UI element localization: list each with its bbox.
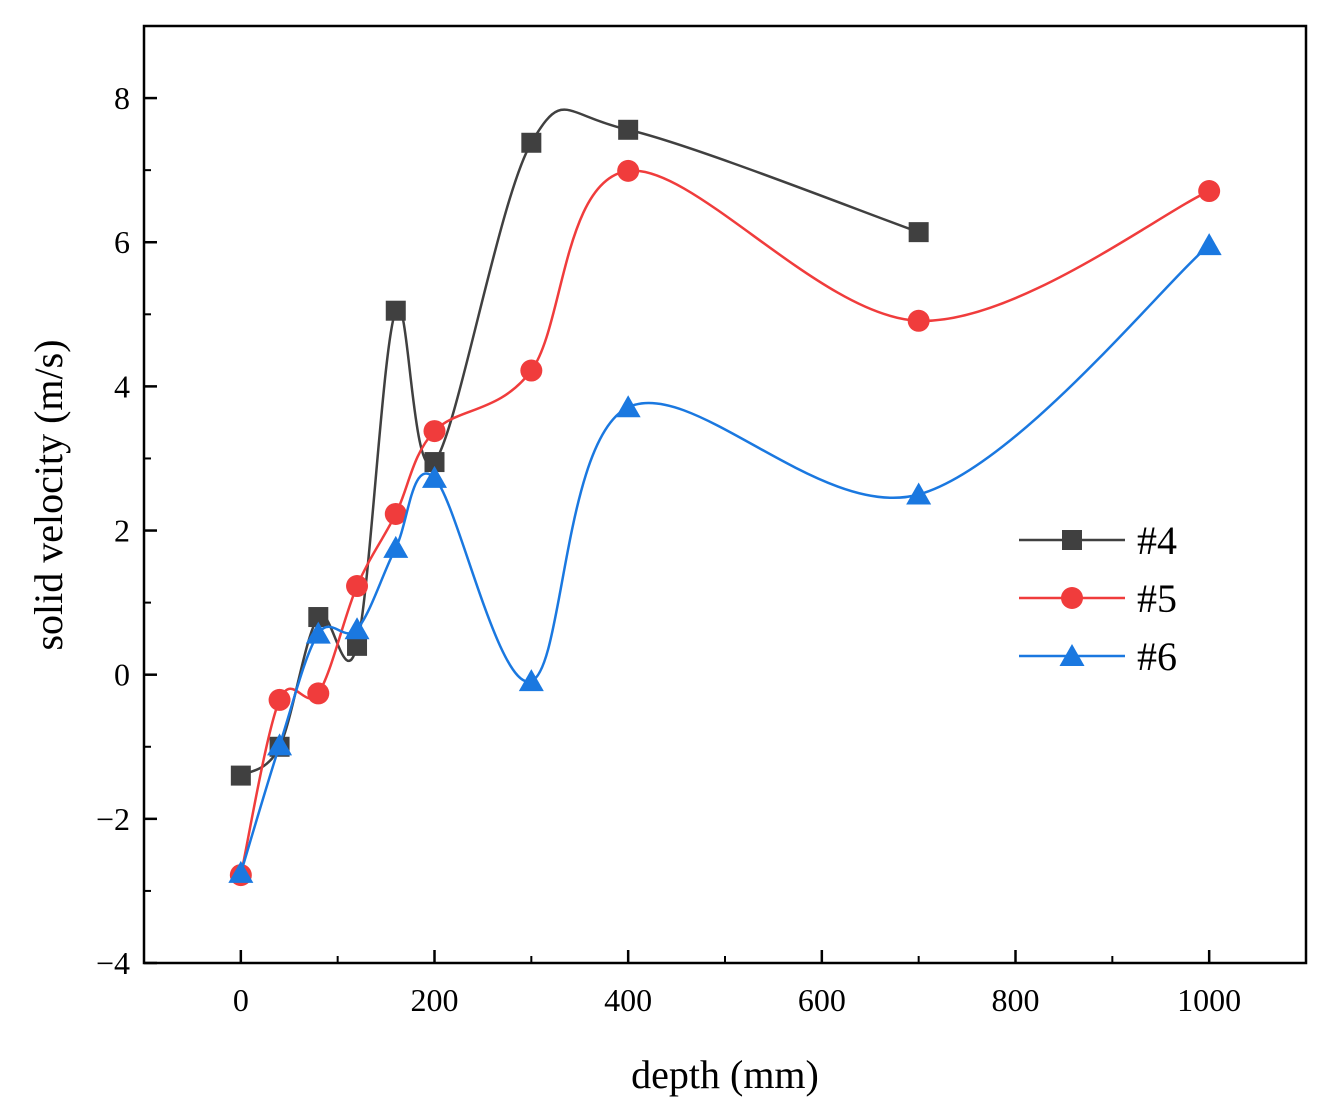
- x-tick-label: 800: [992, 982, 1040, 1018]
- y-tick-label: 4: [114, 368, 130, 404]
- data-point: [347, 635, 368, 656]
- y-tick-label: 8: [114, 80, 130, 116]
- y-tick-label: 2: [114, 513, 130, 549]
- y-tick-label: −2: [96, 801, 130, 837]
- data-point: [1198, 180, 1221, 203]
- legend-label: #4: [1137, 518, 1177, 563]
- series-lines: [228, 108, 1222, 887]
- series-line: [239, 169, 1210, 876]
- data-point: [384, 502, 407, 525]
- data-point: [618, 119, 639, 140]
- data-point: [228, 860, 254, 883]
- data-point: [518, 669, 544, 692]
- data-point: [268, 688, 291, 711]
- data-point: [1196, 233, 1222, 256]
- x-tick-label: 0: [233, 982, 249, 1018]
- data-point: [424, 452, 445, 473]
- data-point: [906, 482, 932, 505]
- data-point: [307, 682, 330, 705]
- legend-label: #6: [1137, 634, 1177, 679]
- legend-item: #6: [1019, 634, 1177, 679]
- plot-frame: [142, 24, 1308, 965]
- series-1: [230, 108, 929, 786]
- axis-ticks: 0 200 400 600 800 1000 −4 −2 0 2 4 6 8: [96, 25, 1307, 1018]
- data-point: [423, 420, 446, 443]
- data-point: [907, 309, 930, 332]
- data-point: [615, 395, 641, 418]
- y-tick-label: 0: [114, 657, 130, 693]
- data-point: [383, 535, 409, 558]
- x-tick-label: 1000: [1177, 982, 1241, 1018]
- data-point: [230, 765, 251, 786]
- series-line: [240, 108, 920, 777]
- legend-marker: [1061, 587, 1083, 609]
- x-axis-title: depth (mm): [631, 1052, 819, 1097]
- data-point: [908, 222, 929, 243]
- y-tick-label: 6: [114, 224, 130, 260]
- data-point: [422, 465, 447, 488]
- data-point: [267, 733, 293, 756]
- legend-marker: [1059, 644, 1085, 666]
- data-point: [305, 621, 331, 644]
- series-2: [229, 159, 1221, 887]
- data-point: [521, 132, 542, 153]
- legend-item: #4: [1019, 518, 1177, 563]
- data-point: [385, 300, 406, 321]
- y-axis-title: solid velocity (m/s): [26, 339, 71, 650]
- data-point: [346, 575, 369, 598]
- series-3: [228, 233, 1222, 883]
- x-tick-label: 400: [604, 982, 652, 1018]
- data-point: [344, 617, 370, 640]
- x-tick-label: 200: [411, 982, 459, 1018]
- x-tick-label: 600: [798, 982, 846, 1018]
- legend-marker: [1062, 530, 1082, 550]
- legend-item: #5: [1019, 576, 1177, 621]
- y-tick-label: −4: [96, 945, 130, 981]
- legend-label: #5: [1137, 576, 1177, 621]
- data-point: [308, 607, 329, 628]
- data-point: [617, 159, 640, 182]
- legend: #4 #5 #6: [1019, 518, 1177, 679]
- series-line: [239, 244, 1210, 874]
- data-point: [520, 359, 543, 382]
